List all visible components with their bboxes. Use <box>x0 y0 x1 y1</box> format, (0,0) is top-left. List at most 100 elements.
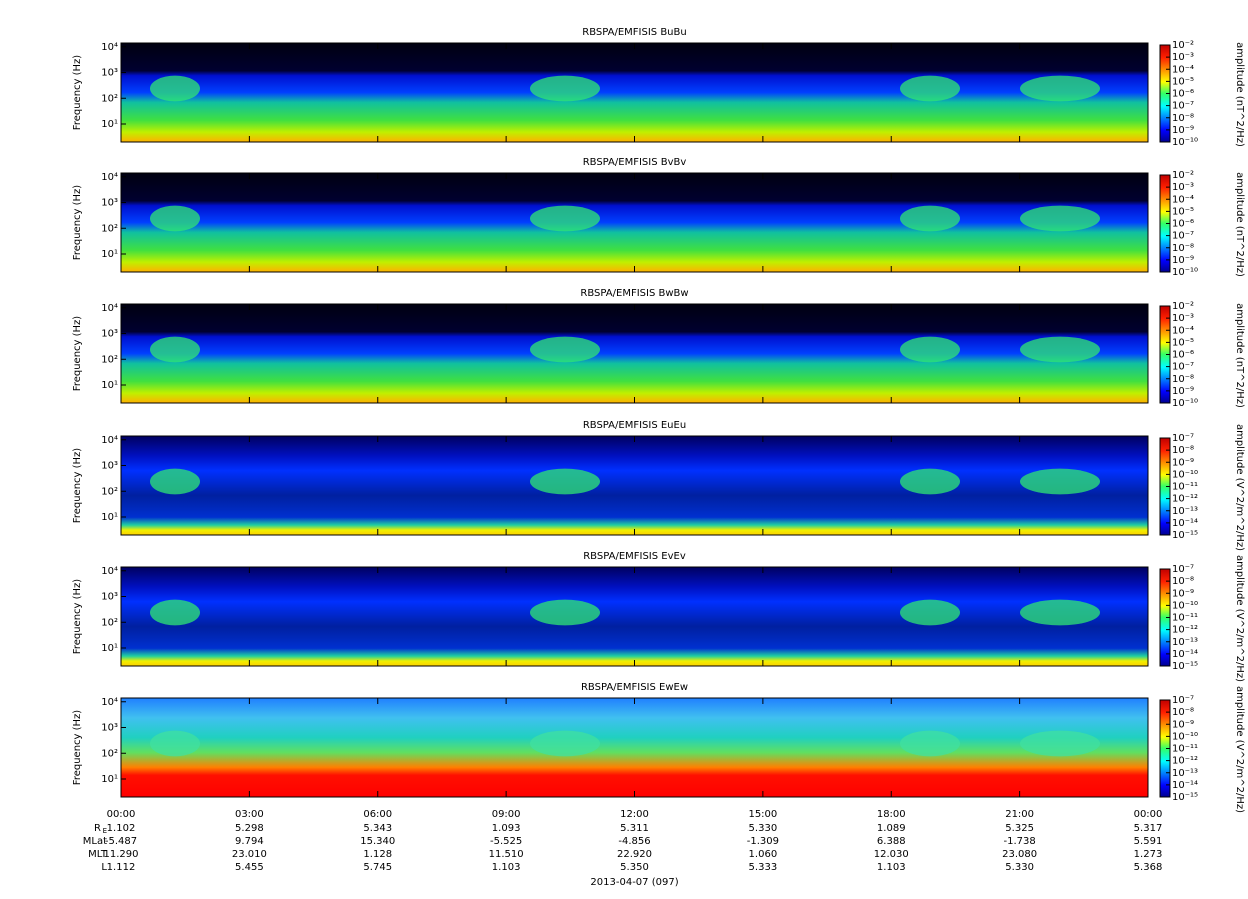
y-tick-label: 10¹ <box>101 380 118 391</box>
colorbar-tick-label: 10⁻¹¹ <box>1172 744 1198 755</box>
ephemeris-value: 5.330 <box>749 823 778 834</box>
colorbar-tick-label: 10⁻⁶ <box>1172 89 1194 100</box>
colorbar-tick-label: 10⁻⁹ <box>1172 255 1194 266</box>
colorbar-label-clip: amplitude (V^2/m^2/Hz) <box>1234 686 1245 813</box>
y-tick-label: 10³ <box>101 723 118 734</box>
panel-title: RBSPA/EMFISIS BuBu <box>582 27 686 38</box>
y-axis-label: Frequency (Hz) <box>72 448 83 524</box>
y-tick-label: 10³ <box>101 329 118 340</box>
colorbar-tick-label: 10⁻⁵ <box>1172 76 1194 87</box>
colorbar-tick-label: 10⁻³ <box>1172 52 1194 63</box>
colorbar-tick-label: 10⁻¹⁰ <box>1172 137 1198 148</box>
ephemeris-value: 1.103 <box>492 862 521 873</box>
colorbar-tick-label: 10⁻⁶ <box>1172 350 1194 361</box>
ephemeris-label: MLat <box>83 836 107 847</box>
emission-region <box>530 336 600 363</box>
ephemeris-label: L <box>101 862 107 873</box>
colorbar-tick-label: 10⁻⁸ <box>1172 243 1194 254</box>
ephemeris-value: 12.030 <box>874 849 909 860</box>
colorbar-tick-label: 10⁻⁴ <box>1172 64 1194 75</box>
colorbar-tick-label: 10⁻¹⁵ <box>1172 661 1198 672</box>
colorbar-tick-label: 10⁻¹³ <box>1172 637 1198 648</box>
x-tick-label: 06:00 <box>363 809 392 820</box>
colorbar-label: amplitude (nT^2/Hz) <box>1234 303 1245 408</box>
colorbar-tick-label: 10⁻⁷ <box>1172 231 1194 242</box>
ephemeris-label: MLT <box>88 849 108 860</box>
colorbar-tick-label: 10⁻⁹ <box>1172 588 1194 599</box>
ephemeris-value: 5.591 <box>1134 836 1163 847</box>
x-tick-label: 21:00 <box>1005 809 1034 820</box>
colorbar-tick-label: 10⁻⁸ <box>1172 113 1194 124</box>
colorbar-tick-label: 10⁻⁵ <box>1172 337 1194 348</box>
emission-region <box>150 75 200 102</box>
colorbar-label: amplitude (V^2/m^2/Hz) <box>1234 555 1245 682</box>
ephemeris-value: 9.794 <box>235 836 264 847</box>
ephemeris-value: 5.350 <box>620 862 649 873</box>
colorbar-tick-label: 10⁻⁸ <box>1172 374 1194 385</box>
emission-region <box>530 468 600 495</box>
emission-region <box>530 599 600 626</box>
colorbar-label-clip: amplitude (V^2/m^2/Hz) <box>1234 424 1245 551</box>
colorbar-tick-label: 10⁻¹⁰ <box>1172 731 1198 742</box>
colorbar-label-clip: amplitude (nT^2/Hz) <box>1234 172 1245 277</box>
colorbar-tick-label: 10⁻¹⁴ <box>1172 780 1198 791</box>
colorbar-tick-label: 10⁻⁵ <box>1172 206 1194 217</box>
panel-title: RBSPA/EMFISIS EvEv <box>583 551 686 562</box>
y-tick-label: 10³ <box>101 198 118 209</box>
colorbar-tick-label: 10⁻¹¹ <box>1172 613 1198 624</box>
emission-region <box>900 599 960 626</box>
x-tick-label: 12:00 <box>620 809 649 820</box>
colorbar-tick-label: 10⁻¹⁰ <box>1172 267 1198 278</box>
spectrogram-image <box>121 304 1148 403</box>
colorbar-tick-label: 10⁻¹⁴ <box>1172 649 1198 660</box>
ephemeris-value: 1.093 <box>492 823 521 834</box>
emission-region <box>900 468 960 495</box>
ephemeris-value: 5.311 <box>620 823 649 834</box>
x-axis-label: 2013-04-07 (097) <box>590 877 678 888</box>
colorbar-tick-label: 10⁻¹² <box>1172 625 1198 636</box>
emission-region <box>1020 75 1100 102</box>
y-tick-label: 10² <box>101 93 118 104</box>
colorbar-tick-label: 10⁻⁴ <box>1172 325 1194 336</box>
colorbar-tick-label: 10⁻² <box>1172 301 1194 312</box>
ephemeris-value: -1.738 <box>1004 836 1036 847</box>
y-tick-label: 10¹ <box>101 512 118 523</box>
ephemeris-value: 5.368 <box>1134 862 1163 873</box>
y-axis-label: Frequency (Hz) <box>72 710 83 786</box>
colorbar-tick-label: 10⁻² <box>1172 40 1194 51</box>
colorbar-label: amplitude (V^2/m^2/Hz) <box>1234 686 1245 813</box>
ephemeris-value: 23.010 <box>232 849 267 860</box>
emission-region <box>1020 468 1100 495</box>
x-tick-label: 15:00 <box>748 809 777 820</box>
y-tick-label: 10¹ <box>101 774 118 785</box>
emission-region <box>530 205 600 232</box>
emission-region <box>1020 730 1100 757</box>
y-axis-label: Frequency (Hz) <box>72 316 83 392</box>
ephemeris-value: 5.325 <box>1005 823 1034 834</box>
y-axis-label: Frequency (Hz) <box>72 55 83 131</box>
colorbar-tick-label: 10⁻¹² <box>1172 494 1198 505</box>
y-tick-label: 10⁴ <box>101 172 118 183</box>
ephemeris-value: 5.298 <box>235 823 264 834</box>
emission-region <box>1020 205 1100 232</box>
panel-title: RBSPA/EMFISIS BvBv <box>583 157 687 168</box>
emission-region <box>1020 599 1100 626</box>
ephemeris-value: 11.290 <box>104 849 139 860</box>
colorbar-label-clip: amplitude (nT^2/Hz) <box>1234 303 1245 408</box>
ephemeris-value: 1.060 <box>749 849 778 860</box>
ephemeris-value: 5.317 <box>1134 823 1163 834</box>
plots: RBSPA/EMFISIS BuBu 10¹ 10² 10³ 10⁴ Frequency … <box>72 27 1245 888</box>
emission-region <box>150 336 200 363</box>
ephemeris-value: -1.309 <box>747 836 779 847</box>
y-tick-label: 10² <box>101 617 118 628</box>
colorbar-tick-label: 10⁻⁹ <box>1172 386 1194 397</box>
ephemeris-value: 5.343 <box>363 823 392 834</box>
ephemeris-value: -4.856 <box>618 836 650 847</box>
ephemeris-value: 11.510 <box>489 849 524 860</box>
emission-region <box>900 730 960 757</box>
x-tick-label: 18:00 <box>877 809 906 820</box>
panel-title: RBSPA/EMFISIS EwEw <box>581 682 688 693</box>
emission-region <box>1020 336 1100 363</box>
panel-title: RBSPA/EMFISIS BwBw <box>580 288 688 299</box>
y-tick-label: 10⁴ <box>101 42 118 53</box>
